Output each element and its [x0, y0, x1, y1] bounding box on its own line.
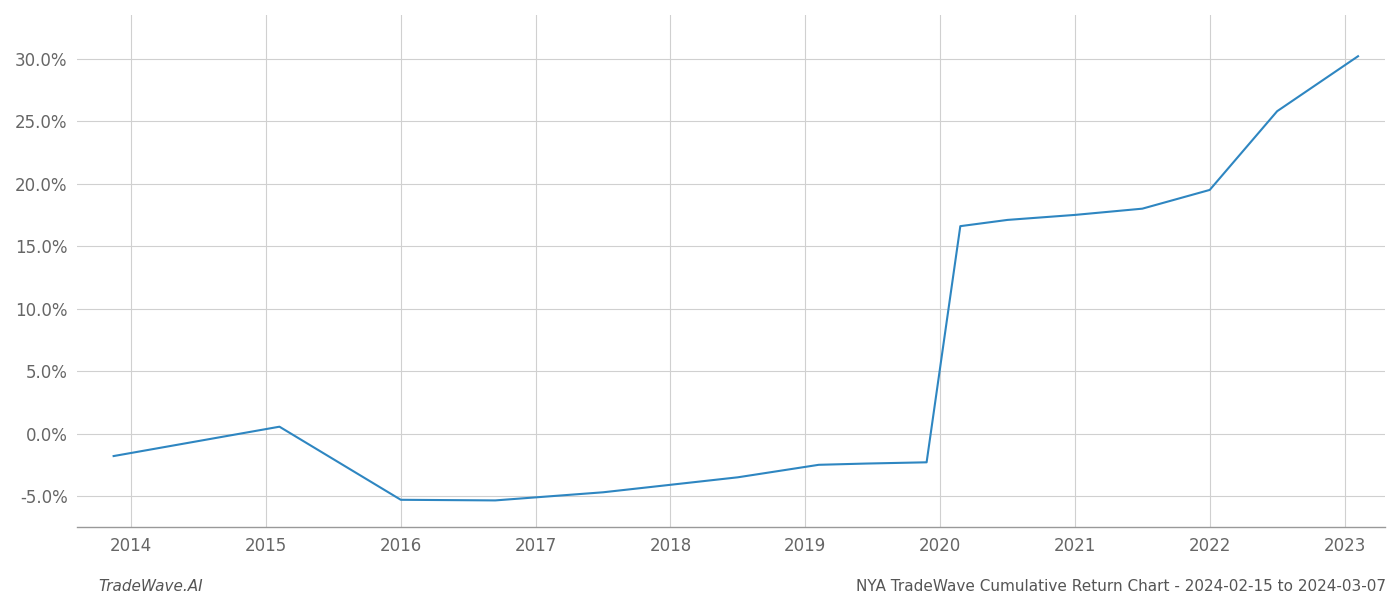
Text: TradeWave.AI: TradeWave.AI: [98, 579, 203, 594]
Text: NYA TradeWave Cumulative Return Chart - 2024-02-15 to 2024-03-07: NYA TradeWave Cumulative Return Chart - …: [855, 579, 1386, 594]
